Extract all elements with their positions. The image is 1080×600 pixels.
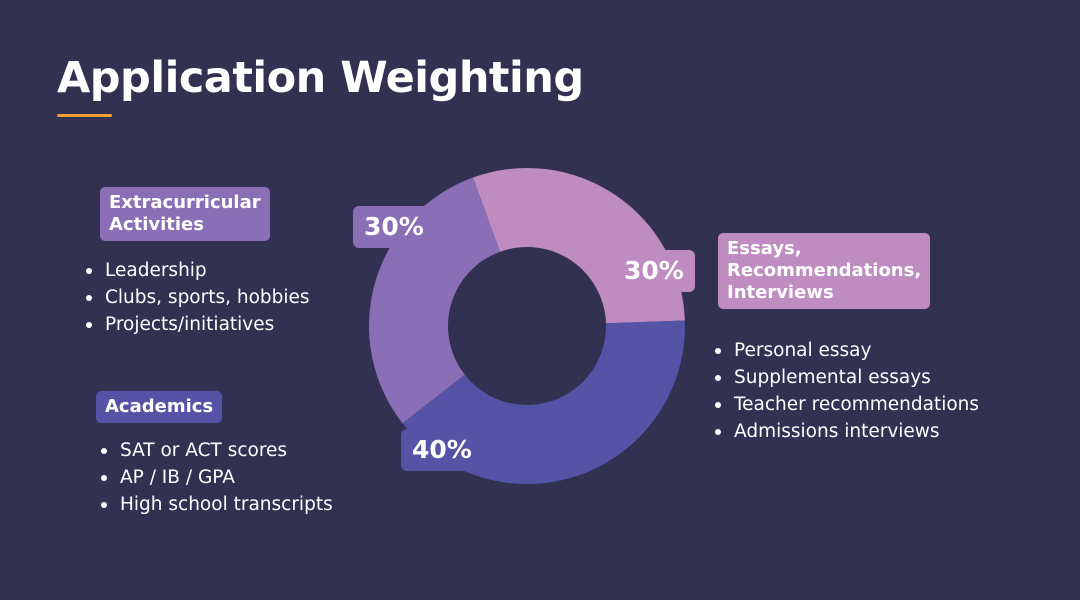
list-item: Personal essay [715, 337, 979, 364]
list-item: Leadership [86, 257, 310, 284]
essays-list: Personal essay Supplemental essays Teach… [715, 337, 979, 445]
percent-text-essays: 30% [624, 256, 684, 285]
category-label-extracurricular-line2: Activities [109, 214, 204, 235]
percent-label-essays: 30% [613, 250, 695, 292]
category-label-essays-line3: Interviews [727, 282, 834, 303]
page-title: Application Weighting [57, 53, 584, 103]
category-label-extracurricular-line1: Extracurricular [109, 192, 261, 213]
list-item: Admissions interviews [715, 418, 979, 445]
category-label-academics-text: Academics [105, 396, 214, 417]
academics-list: SAT or ACT scores AP / IB / GPA High sch… [101, 437, 333, 518]
list-item: AP / IB / GPA [101, 464, 333, 491]
list-item: High school transcripts [101, 491, 333, 518]
category-label-essays-line1: Essays, [727, 238, 802, 259]
category-label-essays: Essays, Recommendations, Interviews [718, 233, 931, 309]
category-label-academics: Academics [96, 391, 223, 423]
list-item: Teacher recommendations [715, 391, 979, 418]
list-item: Clubs, sports, hobbies [86, 284, 310, 311]
list-item: Projects/initiatives [86, 311, 310, 338]
percent-label-extracurricular: 30% [353, 206, 435, 248]
percent-text-extracurricular: 30% [364, 212, 424, 241]
donut-slice-essays [472, 167, 685, 324]
list-item: Supplemental essays [715, 364, 979, 391]
percent-label-academics: 40% [401, 429, 483, 471]
title-underline [57, 114, 112, 117]
extracurricular-list: Leadership Clubs, sports, hobbies Projec… [86, 257, 310, 338]
category-label-essays-line2: Recommendations, [727, 260, 922, 281]
percent-text-academics: 40% [412, 435, 472, 464]
category-label-extracurricular: Extracurricular Activities [100, 187, 270, 241]
list-item: SAT or ACT scores [101, 437, 333, 464]
